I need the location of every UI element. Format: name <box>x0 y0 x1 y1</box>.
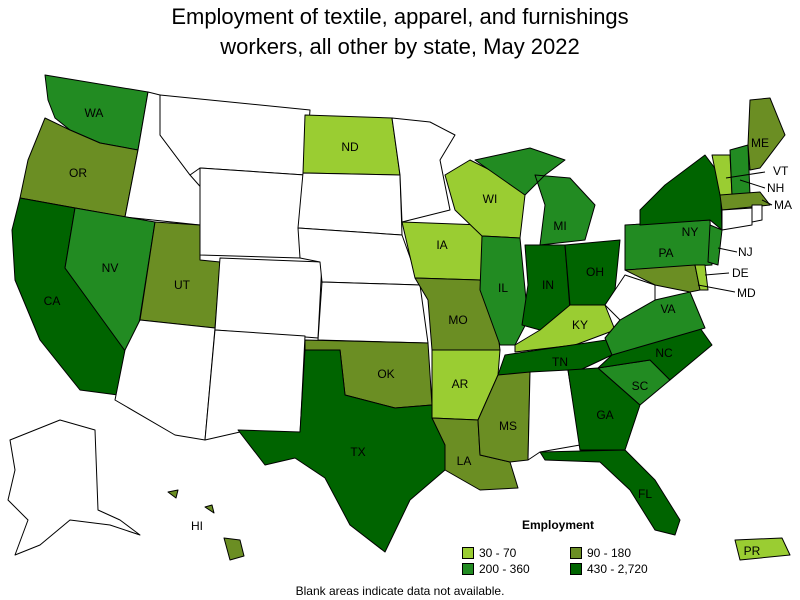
legend-title: Employment <box>522 518 595 532</box>
state-pa[interactable] <box>624 219 713 271</box>
label-ok: OK <box>377 367 394 381</box>
label-fl: FL <box>638 487 652 501</box>
legend-label-2: 90 - 180 <box>587 546 632 560</box>
state-wy[interactable] <box>199 167 306 259</box>
legend-swatch-2 <box>570 547 582 559</box>
legend-swatch-4 <box>570 563 582 575</box>
label-me: ME <box>751 136 769 150</box>
state-ks[interactable] <box>317 281 429 344</box>
label-ar: AR <box>452 377 469 391</box>
state-nj[interactable] <box>707 224 723 266</box>
label-ca: CA <box>44 294 61 308</box>
title-line-2: workers, all other by state, May 2022 <box>220 34 580 59</box>
label-ma: MA <box>774 198 792 212</box>
legend-item-1: 30 - 70 <box>462 546 516 560</box>
legend-item-3: 200 - 360 <box>462 562 530 576</box>
label-ia: IA <box>436 238 447 252</box>
label-pr: PR <box>744 544 761 558</box>
state-tx[interactable] <box>237 349 446 553</box>
state-me[interactable] <box>747 97 786 171</box>
label-oh: OH <box>586 265 604 279</box>
label-in: IN <box>542 278 554 292</box>
legend-label-3: 200 - 360 <box>479 562 530 576</box>
label-md: MD <box>737 286 756 300</box>
leader-lines <box>697 171 773 293</box>
label-nv: NV <box>102 261 119 275</box>
state-ak[interactable] <box>7 419 141 556</box>
state-al[interactable] <box>527 369 581 461</box>
label-il: IL <box>498 281 508 295</box>
label-ut: UT <box>174 278 191 292</box>
state-labels: WA OR CA NV UT ND WI IA MI IL IN OH PA N… <box>44 106 792 558</box>
label-sc: SC <box>632 379 649 393</box>
label-nj: NJ <box>738 245 753 259</box>
legend-swatch-1 <box>462 547 474 559</box>
label-va: VA <box>660 302 675 316</box>
label-tx: TX <box>350 445 365 459</box>
label-de: DE <box>732 266 749 280</box>
label-pa: PA <box>658 246 673 260</box>
data-availability-note: Blank areas indicate data not available. <box>295 584 505 598</box>
legend-item-2: 90 - 180 <box>570 546 631 560</box>
state-ri[interactable] <box>751 204 763 223</box>
state-mi[interactable] <box>474 147 596 246</box>
legend-label-4: 430 - 2,720 <box>587 562 648 576</box>
label-mo: MO <box>448 313 467 327</box>
label-nh: NH <box>767 181 784 195</box>
legend-swatch-3 <box>462 563 474 575</box>
label-wa: WA <box>85 106 104 120</box>
label-la: LA <box>457 454 472 468</box>
state-hi[interactable] <box>167 489 245 561</box>
state-fl[interactable] <box>539 449 681 536</box>
state-mt[interactable] <box>159 94 311 176</box>
territory-pr[interactable] <box>734 537 791 561</box>
label-ms: MS <box>499 419 517 433</box>
legend-label-1: 30 - 70 <box>479 546 517 560</box>
state-ky[interactable] <box>514 304 616 353</box>
label-vt: VT <box>773 164 789 178</box>
label-ny: NY <box>682 225 699 239</box>
label-mi: MI <box>553 219 566 233</box>
state-nm[interactable] <box>204 329 306 441</box>
state-nh[interactable] <box>729 144 751 196</box>
state-ny[interactable] <box>639 154 723 231</box>
label-ky: KY <box>572 318 588 332</box>
state-de[interactable] <box>694 264 709 291</box>
label-nd: ND <box>341 140 359 154</box>
state-md[interactable] <box>624 264 701 293</box>
map-title: Employment of textile, apparel, and furn… <box>0 2 800 62</box>
label-wi: WI <box>483 192 498 206</box>
label-or: OR <box>69 166 87 180</box>
label-ga: GA <box>596 408 613 422</box>
state-co[interactable] <box>214 257 323 339</box>
state-sd[interactable] <box>297 172 403 236</box>
label-nc: NC <box>655 346 673 360</box>
legend-item-4: 430 - 2,720 <box>570 562 648 576</box>
state-ga[interactable] <box>567 367 641 451</box>
state-mn[interactable] <box>391 117 456 223</box>
title-line-1: Employment of textile, apparel, and furn… <box>171 4 629 29</box>
label-hi: HI <box>191 519 203 533</box>
label-tn: TN <box>552 355 568 369</box>
state-ct[interactable] <box>721 207 753 231</box>
